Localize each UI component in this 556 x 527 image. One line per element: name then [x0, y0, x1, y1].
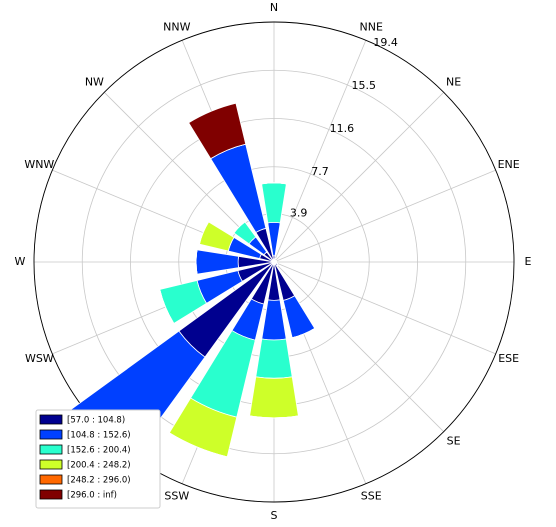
r-tick-label: 11.6: [330, 122, 355, 135]
direction-label: WNW: [24, 158, 54, 171]
wind-bar: [262, 183, 287, 223]
wind-bar: [262, 300, 286, 340]
legend-swatch: [40, 415, 62, 424]
legend-label: [296.0 : inf): [67, 491, 117, 501]
direction-label: ESE: [498, 352, 519, 365]
direction-label: NE: [446, 75, 461, 88]
wind-bar: [211, 144, 266, 232]
r-tick-label: 19.4: [373, 36, 398, 49]
legend-label: [57.0 : 104.8): [67, 416, 125, 426]
legend-label: [248.2 : 296.0): [67, 476, 131, 486]
r-tick-label: 15.5: [352, 79, 377, 92]
direction-label: E: [525, 255, 532, 268]
legend-swatch: [40, 430, 62, 439]
spoke: [274, 92, 444, 262]
legend-label: [104.8 : 152.6): [67, 431, 131, 441]
spoke: [274, 40, 366, 262]
direction-label: ENE: [498, 158, 520, 171]
spoke: [274, 262, 444, 432]
wind-bar: [250, 377, 299, 418]
legend-label: [200.4 : 248.2): [67, 461, 131, 471]
direction-label: NW: [85, 75, 104, 88]
direction-label: N: [270, 1, 278, 14]
legend-label: [152.6 : 200.4): [67, 446, 131, 456]
direction-label: SSE: [361, 490, 382, 503]
direction-label: SSW: [164, 490, 189, 503]
r-tick-label: 7.7: [311, 165, 329, 178]
wind-bar: [196, 250, 239, 274]
direction-label: NNW: [163, 20, 190, 33]
spoke: [274, 262, 496, 354]
wind-bar: [256, 339, 292, 378]
legend-swatch: [40, 490, 62, 499]
legend-swatch: [40, 445, 62, 454]
direction-label: W: [15, 255, 26, 268]
direction-label: NNE: [359, 20, 382, 33]
wind-bar: [199, 222, 233, 251]
legend-swatch: [40, 460, 62, 469]
direction-label: S: [271, 509, 278, 522]
legend-swatch: [40, 475, 62, 484]
direction-label: SE: [447, 435, 461, 448]
r-tick-label: 3.9: [290, 207, 308, 220]
direction-label: WSW: [25, 352, 54, 365]
